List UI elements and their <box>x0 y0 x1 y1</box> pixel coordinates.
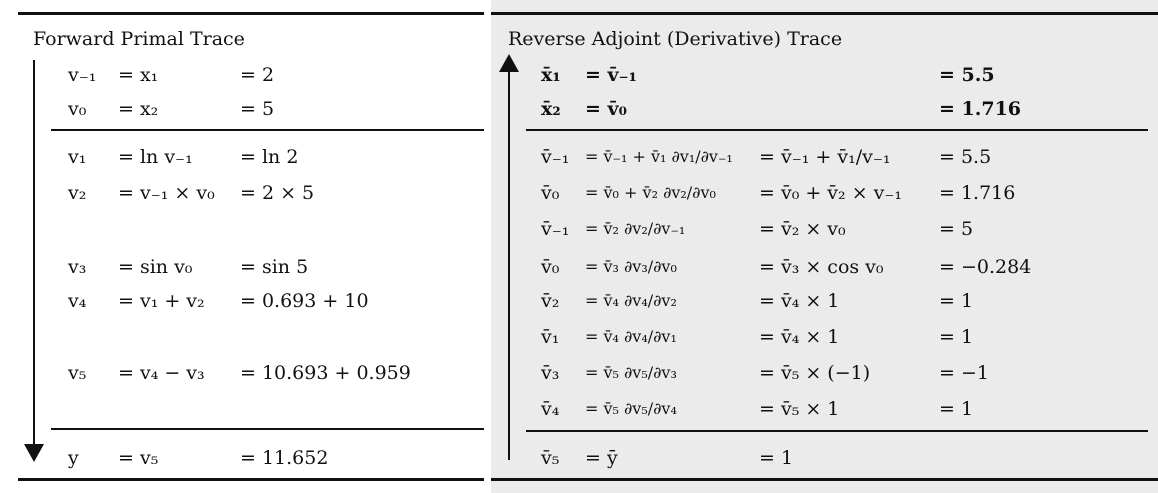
rev-row-0-d: = 5.5 <box>939 64 995 86</box>
forward-trace-panel: Forward Primal Trace v₋₁ = x₁ = 2 v₀ = x… <box>0 0 484 493</box>
fwd-row-1-a: v₀ <box>68 98 87 120</box>
arrow-up-icon <box>499 54 519 72</box>
rev-row-8-d: = −1 <box>939 362 989 384</box>
rev-row-2-b: = v̄₋₁ + v̄₁ ∂v₁/∂v₋₁ <box>585 147 733 166</box>
rev-row-9-a: v̄₄ <box>541 398 560 420</box>
fwd-row-6-c: = 10.693 + 0.959 <box>240 362 411 384</box>
fwd-row-3-c: = 2 × 5 <box>240 182 315 204</box>
rev-row-6-a: v̄₂ <box>541 290 560 312</box>
reverse-trace-panel: Reverse Adjoint (Derivative) Trace x̄₁ =… <box>491 0 1158 493</box>
rev-row-5-d: = −0.284 <box>939 256 1032 278</box>
fwd-row-7-b: = v₅ <box>118 447 159 469</box>
rev-row-5-b: = v̄₃ ∂v₃/∂v₀ <box>585 257 677 276</box>
fwd-row-5-a: v₄ <box>68 290 87 312</box>
fwd-row-3-b: = v₋₁ × v₀ <box>118 182 215 204</box>
rev-row-9-d: = 1 <box>939 398 974 420</box>
rev-row-3-d: = 1.716 <box>939 182 1016 204</box>
fwd-row-2-c: = ln 2 <box>240 146 299 168</box>
fwd-row-6-a: v₅ <box>68 362 87 384</box>
fwd-row-3-a: v₂ <box>68 182 87 204</box>
rev-row-8-a: v̄₃ <box>541 362 560 384</box>
rev-row-1-d: = 1.716 <box>939 98 1022 120</box>
rev-row-4-d: = 5 <box>939 218 974 240</box>
rev-row-1-b: = v̄₀ <box>585 98 627 120</box>
rev-row-2-a: v̄₋₁ <box>541 146 570 168</box>
rev-row-4-b: = v̄₂ ∂v₂/∂v₋₁ <box>585 219 686 238</box>
fwd-row-1-c: = 5 <box>240 98 275 120</box>
fwd-row-1-b: = x₂ <box>118 98 159 120</box>
rev-row-10-b: = ȳ <box>585 447 618 469</box>
rule-1 <box>51 129 484 131</box>
fwd-row-0-c: = 2 <box>240 64 275 86</box>
bottom-rule <box>491 478 1158 481</box>
upward-arrow <box>508 70 510 460</box>
reverse-title: Reverse Adjoint (Derivative) Trace <box>508 28 843 50</box>
forward-title: Forward Primal Trace <box>33 28 245 50</box>
fwd-row-6-b: = v₄ − v₃ <box>118 362 205 384</box>
rev-row-2-c: = v̄₋₁ + v̄₁/v₋₁ <box>759 146 891 168</box>
fwd-row-5-b: = v₁ + v₂ <box>118 290 205 312</box>
fwd-row-5-c: = 0.693 + 10 <box>240 290 369 312</box>
top-rule <box>18 12 484 15</box>
fwd-row-7-a: y <box>68 447 79 469</box>
fwd-row-7-c: = 11.652 <box>240 447 329 469</box>
rev-row-9-b: = v̄₅ ∂v₅/∂v₄ <box>585 399 677 418</box>
rev-row-7-c: = v̄₄ × 1 <box>759 326 840 348</box>
rev-row-0-a: x̄₁ <box>541 64 561 86</box>
arrow-down-icon <box>24 444 44 462</box>
rev-row-8-c: = v̄₅ × (−1) <box>759 362 871 384</box>
rev-row-7-a: v̄₁ <box>541 326 560 348</box>
rev-row-8-b: = v̄₅ ∂v₅/∂v₃ <box>585 363 677 382</box>
fwd-row-4-c: = sin 5 <box>240 256 309 278</box>
fwd-row-0-a: v₋₁ <box>68 64 97 86</box>
fwd-row-0-b: = x₁ <box>118 64 159 86</box>
rev-row-2-d: = 5.5 <box>939 146 992 168</box>
rule-2 <box>51 428 484 430</box>
rev-row-1-a: x̄₂ <box>541 98 561 120</box>
bottom-rule <box>18 478 484 481</box>
rev-row-3-c: = v̄₀ + v̄₂ × v₋₁ <box>759 182 903 204</box>
fwd-row-4-b: = sin v₀ <box>118 256 193 278</box>
rev-row-0-b: = v̄₋₁ <box>585 64 637 86</box>
fwd-row-4-a: v₃ <box>68 256 87 278</box>
rev-row-5-a: v̄₀ <box>541 256 560 278</box>
rule-2 <box>526 430 1148 432</box>
rev-row-3-a: v̄₀ <box>541 182 560 204</box>
downward-arrow <box>33 60 35 448</box>
rev-row-7-d: = 1 <box>939 326 974 348</box>
rev-row-6-b: = v̄₄ ∂v₄/∂v₂ <box>585 291 677 310</box>
rev-row-3-b: = v̄₀ + v̄₂ ∂v₂/∂v₀ <box>585 183 716 202</box>
rev-row-10-c: = 1 <box>759 447 794 469</box>
rule-1 <box>526 129 1148 131</box>
rev-row-10-a: v̄₅ <box>541 447 560 469</box>
top-rule <box>491 12 1158 15</box>
fwd-row-2-a: v₁ <box>68 146 87 168</box>
rev-row-9-c: = v̄₅ × 1 <box>759 398 840 420</box>
fwd-row-2-b: = ln v₋₁ <box>118 146 193 168</box>
rev-row-4-a: v̄₋₁ <box>541 218 570 240</box>
rev-row-6-c: = v̄₄ × 1 <box>759 290 840 312</box>
rev-row-4-c: = v̄₂ × v₀ <box>759 218 846 240</box>
rev-row-7-b: = v̄₄ ∂v₄/∂v₁ <box>585 327 677 346</box>
rev-row-5-c: = v̄₃ × cos v₀ <box>759 256 884 278</box>
rev-row-6-d: = 1 <box>939 290 974 312</box>
